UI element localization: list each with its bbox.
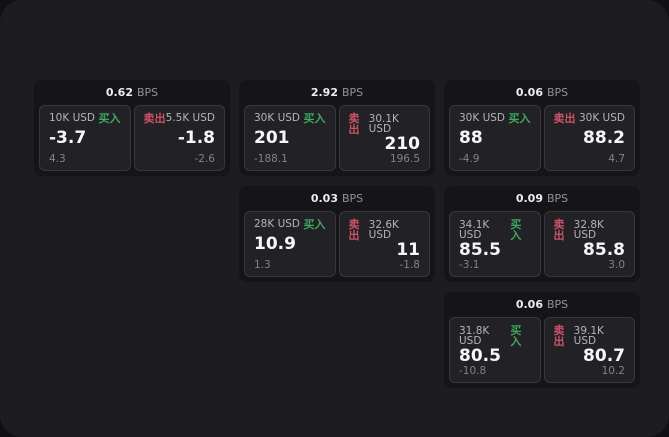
- buy-change: -3.1: [459, 258, 480, 271]
- spread-value: 0.03: [310, 192, 338, 205]
- sell-panel[interactable]: 卖出 5.5K USD -1.8 -2.6: [133, 105, 225, 171]
- buy-change: -188.1: [254, 152, 288, 165]
- buy-size-label: 10K USD: [49, 112, 96, 125]
- sell-change: -1.8: [399, 258, 421, 271]
- buy-price: 10.9: [254, 234, 296, 255]
- sell-side-label: 卖出: [553, 112, 576, 125]
- sell-side-label: 卖出: [348, 112, 360, 136]
- quote-card-6: 0.06 BPS 31.8K USD 买入 80.5 -10.8 卖出 39.1…: [444, 292, 640, 388]
- buy-side-label: 买入: [510, 218, 522, 242]
- spread-unit-label: BPS: [546, 86, 569, 99]
- buy-side-label: 买入: [303, 112, 326, 125]
- sell-size-label: 30.1K USD: [368, 112, 399, 135]
- buy-price: -3.7: [49, 128, 87, 149]
- spread-value: 0.06: [515, 86, 543, 99]
- buy-price: 85.5: [459, 239, 501, 260]
- sell-price: 88.2: [583, 128, 625, 149]
- sell-change: -2.6: [194, 152, 216, 165]
- sell-change: 3.0: [608, 258, 625, 271]
- spread-header: 0.09 BPS: [444, 186, 640, 211]
- buy-side-label: 买入: [98, 112, 121, 125]
- buy-panel[interactable]: 30K USD 买入 201 -188.1: [244, 105, 336, 171]
- quote-card-1: 0.62 BPS 10K USD 买入 -3.7 4.3 卖出 5.5K USD…: [34, 80, 230, 176]
- sell-side-label: 卖出: [348, 218, 360, 242]
- buy-price: 201: [254, 128, 290, 149]
- sell-panel[interactable]: 卖出 32.8K USD 85.8 3.0: [543, 211, 635, 277]
- sell-size-label: 5.5K USD: [165, 112, 215, 125]
- sell-change: 196.5: [389, 152, 420, 165]
- buy-size-label: 30K USD: [254, 112, 301, 125]
- quote-card-2: 2.92 BPS 30K USD 买入 201 -188.1 卖出 30.1K …: [239, 80, 435, 176]
- buy-price: 88: [459, 128, 483, 149]
- buy-change: 4.3: [49, 152, 66, 165]
- spread-unit-label: BPS: [546, 192, 569, 205]
- sell-size-label: 30K USD: [578, 112, 625, 125]
- buy-panel[interactable]: 30K USD 买入 88 -4.9: [449, 105, 541, 171]
- spread-unit-label: BPS: [341, 192, 364, 205]
- quote-card-3: 0.06 BPS 30K USD 买入 88 -4.9 卖出 30K USD 8…: [444, 80, 640, 176]
- sell-change: 4.7: [608, 152, 625, 165]
- sell-panel[interactable]: 卖出 30.1K USD 210 196.5: [338, 105, 430, 171]
- sell-panel[interactable]: 卖出 30K USD 88.2 4.7: [543, 105, 635, 171]
- sell-panel[interactable]: 卖出 32.6K USD 11 -1.8: [338, 211, 430, 277]
- sell-size-label: 39.1K USD: [573, 324, 604, 347]
- sell-change: 10.2: [601, 364, 625, 377]
- sell-size-label: 32.8K USD: [573, 218, 604, 241]
- spread-header: 2.92 BPS: [239, 80, 435, 105]
- buy-change: 1.3: [254, 258, 271, 271]
- buy-panel[interactable]: 34.1K USD 买入 85.5 -3.1: [449, 211, 541, 277]
- sell-price: 85.8: [583, 239, 625, 260]
- spread-value: 0.62: [105, 86, 133, 99]
- spread-value: 0.09: [515, 192, 543, 205]
- buy-side-label: 买入: [508, 112, 531, 125]
- sell-price: -1.8: [177, 128, 215, 149]
- buy-panel[interactable]: 28K USD 买入 10.9 1.3: [244, 211, 336, 277]
- sell-price: 11: [396, 239, 420, 260]
- sell-panel[interactable]: 卖出 39.1K USD 80.7 10.2: [543, 317, 635, 383]
- spread-unit-label: BPS: [341, 86, 364, 99]
- spread-header: 0.06 BPS: [444, 80, 640, 105]
- spread-header: 0.62 BPS: [34, 80, 230, 105]
- spread-value: 0.06: [515, 298, 543, 311]
- sell-price: 80.7: [583, 345, 625, 366]
- spread-value: 2.92: [310, 86, 338, 99]
- sell-side-label: 卖出: [553, 324, 565, 348]
- buy-size-label: 34.1K USD: [459, 218, 490, 241]
- buy-panel[interactable]: 31.8K USD 买入 80.5 -10.8: [449, 317, 541, 383]
- buy-change: -10.8: [459, 364, 487, 377]
- buy-size-label: 30K USD: [459, 112, 506, 125]
- sell-size-label: 32.6K USD: [368, 218, 399, 241]
- buy-change: -4.9: [459, 152, 480, 165]
- sell-price: 210: [384, 133, 421, 154]
- sell-side-label: 卖出: [553, 218, 565, 242]
- buy-size-label: 28K USD: [254, 218, 301, 231]
- buy-size-label: 31.8K USD: [459, 324, 490, 347]
- spread-header: 0.03 BPS: [239, 186, 435, 211]
- sell-side-label: 卖出: [143, 112, 166, 125]
- spread-unit-label: BPS: [136, 86, 159, 99]
- quote-card-4: 0.03 BPS 28K USD 买入 10.9 1.3 卖出 32.6K US…: [239, 186, 435, 282]
- buy-panel[interactable]: 10K USD 买入 -3.7 4.3: [39, 105, 131, 171]
- spread-unit-label: BPS: [546, 298, 569, 311]
- buy-price: 80.5: [459, 345, 501, 366]
- quote-card-5: 0.09 BPS 34.1K USD 买入 85.5 -3.1 卖出 32.8K…: [444, 186, 640, 282]
- buy-side-label: 买入: [303, 218, 326, 231]
- spread-header: 0.06 BPS: [444, 292, 640, 317]
- buy-side-label: 买入: [510, 324, 522, 348]
